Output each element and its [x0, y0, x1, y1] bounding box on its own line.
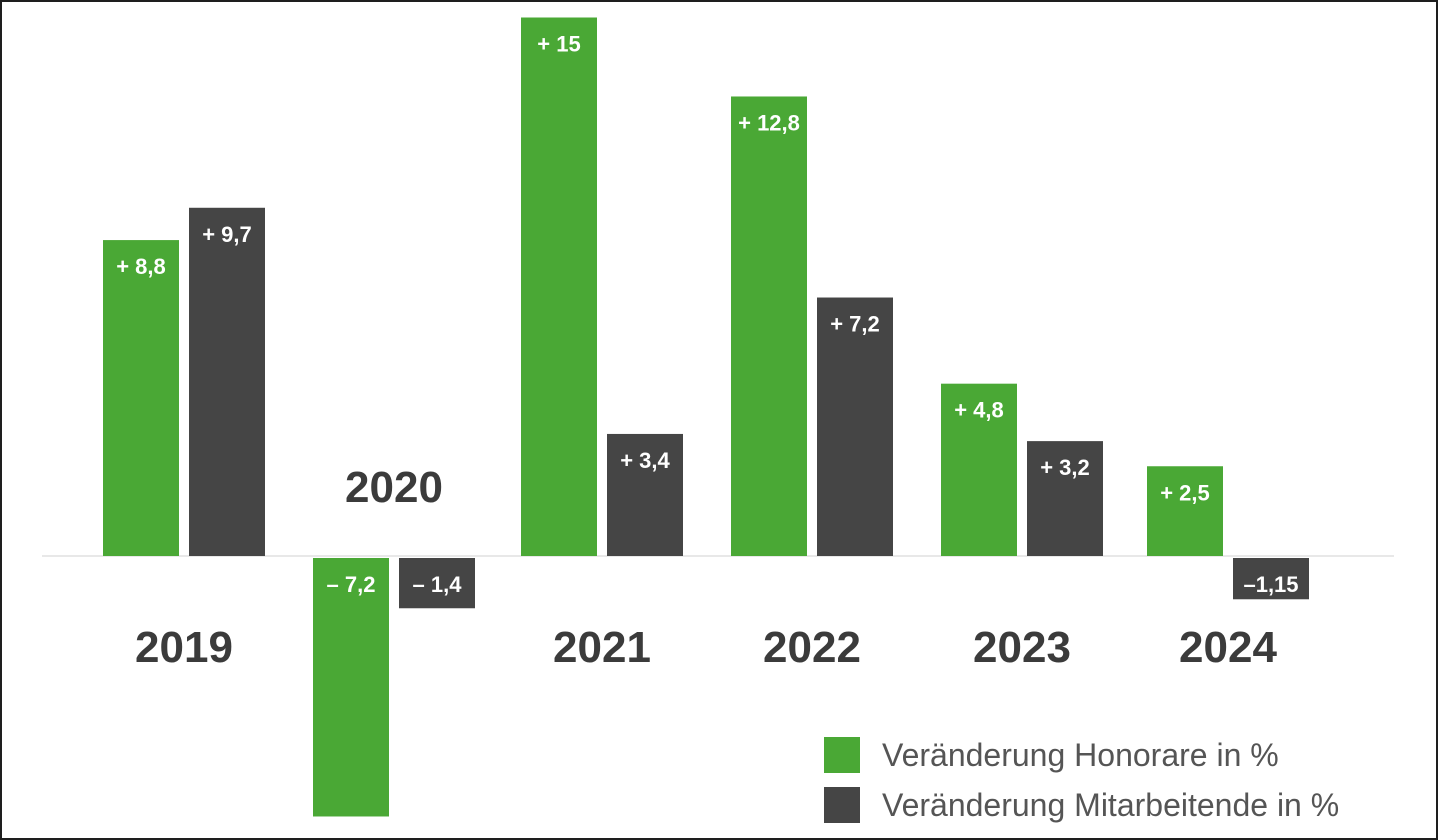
- bar-2020-honorare: [313, 558, 389, 817]
- bar-2023-honorare: [941, 383, 1017, 556]
- legend-label-honorare: Veränderung Honorare in %: [882, 736, 1279, 773]
- value-label-2022-mitarbeitende: + 7,2: [830, 312, 880, 337]
- bar-2021-honorare: [521, 17, 597, 556]
- legend-label-mitarbeitende: Veränderung Mitarbeitende in %: [882, 786, 1340, 823]
- bar-2024-mitarbeitende: [1233, 558, 1309, 600]
- year-label-2022: 2022: [763, 623, 861, 672]
- bar-2022-mitarbeitende: [817, 297, 893, 556]
- value-label-2020-honorare: – 7,2: [327, 572, 376, 597]
- bar-2019-honorare: [103, 240, 179, 556]
- year-label-2024: 2024: [1179, 623, 1277, 672]
- year-label-2023: 2023: [973, 623, 1071, 672]
- value-label-2023-honorare: + 4,8: [954, 398, 1004, 423]
- value-label-2022-honorare: + 12,8: [738, 110, 800, 135]
- legend: Veränderung Honorare in % Veränderung Mi…: [824, 730, 1339, 830]
- bar-2019-mitarbeitende: [189, 207, 265, 556]
- value-label-2021-honorare: + 15: [537, 32, 580, 57]
- bar-2024-honorare: [1147, 466, 1223, 556]
- bar-2021-mitarbeitende: [607, 433, 683, 556]
- legend-swatch-mitarbeitende: [824, 787, 860, 823]
- year-label-2020: 2020: [345, 463, 443, 512]
- value-label-2021-mitarbeitende: + 3,4: [620, 448, 670, 473]
- year-labels-group: 2019 2020 2021 2022 2023 2024: [135, 463, 1277, 672]
- value-labels-group: + 8,8 + 9,7 – 7,2 – 1,4 + 15 + 3,4 + 12,8 + 7,2…: [116, 32, 1298, 598]
- legend-item-mitarbeitende: Veränderung Mitarbeitende in %: [824, 780, 1339, 830]
- value-label-2024-mitarbeitende: –1,15: [1243, 572, 1298, 597]
- value-label-2019-honorare: + 8,8: [116, 254, 166, 279]
- value-label-2019-mitarbeitende: + 9,7: [202, 222, 252, 247]
- bar-2022-honorare: [731, 96, 807, 556]
- value-label-2023-mitarbeitende: + 3,2: [1040, 455, 1090, 480]
- year-label-2019: 2019: [135, 623, 233, 672]
- bar-2020-mitarbeitende: [399, 558, 475, 609]
- legend-swatch-honorare: [824, 737, 860, 773]
- value-label-2024-honorare: + 2,5: [1160, 480, 1210, 505]
- bar-2023-mitarbeitende: [1027, 441, 1103, 556]
- bars-group: [103, 17, 1309, 817]
- value-label-2020-mitarbeitende: – 1,4: [413, 572, 463, 597]
- year-label-2021: 2021: [553, 623, 651, 672]
- legend-item-honorare: Veränderung Honorare in %: [824, 730, 1339, 780]
